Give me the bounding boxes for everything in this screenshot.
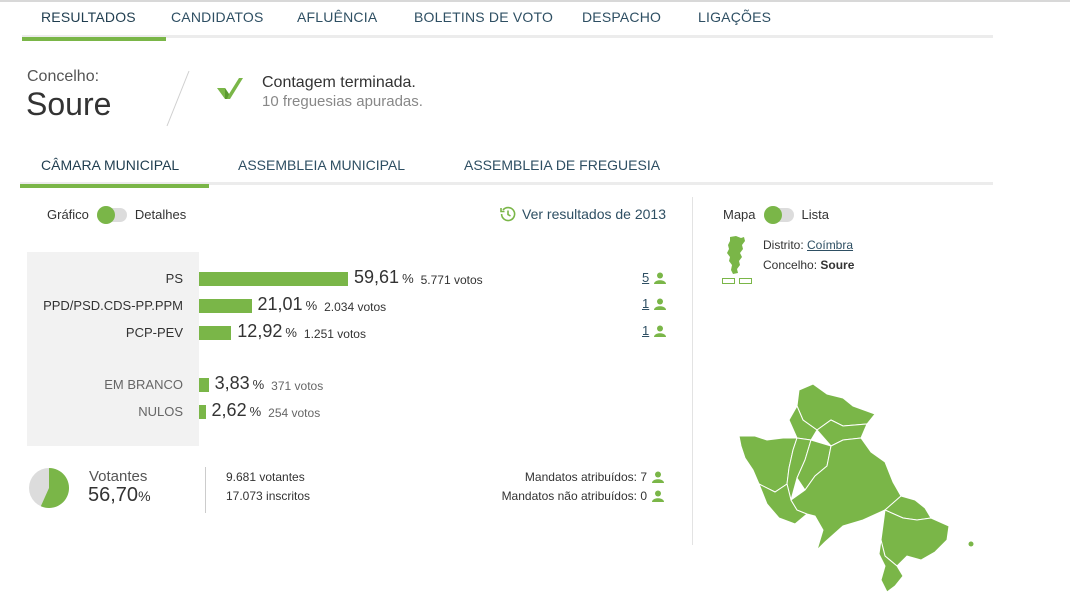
tab-despacho[interactable]: DESPACHO [582, 9, 662, 25]
concelho-label: Concelho: [27, 68, 100, 85]
mandates-ps[interactable]: 5 [642, 270, 667, 285]
top-border [0, 0, 1070, 2]
district-info: Distrito: Coímbra [763, 238, 853, 252]
map-toggle[interactable] [763, 205, 794, 224]
percent-symbol: % [138, 488, 151, 504]
result-bar-ppd-psd [199, 299, 252, 313]
result-bar-em-branco [199, 378, 209, 392]
toggle-knob [96, 205, 115, 224]
percent-value: 21,01 [257, 294, 303, 314]
concelho-info: Concelho: Soure [763, 258, 854, 272]
mandates-unattributed-label: Mandatos não atribuídos: 0 [501, 489, 647, 503]
toggle-label-mapa: Mapa [723, 207, 756, 222]
pie-turnout-slice [40, 468, 70, 508]
percent-pcp-pev: 12,92% [237, 321, 297, 342]
concelho-info-value: Soure [820, 258, 855, 272]
tab-ligacoes[interactable]: LIGAÇÕES [698, 9, 772, 25]
tab-candidatos[interactable]: CANDIDATOS [171, 9, 264, 25]
view-toggle[interactable] [96, 205, 127, 224]
tab-afluencia[interactable]: AFLUÊNCIA [297, 9, 378, 25]
votes-pcp-pev: 1.251 votos [303, 327, 366, 341]
votes-em-branco: 371 votos [271, 379, 324, 393]
turnout-divider [205, 467, 206, 513]
turnout-percent-value: 56,70 [88, 484, 139, 506]
mandates-unattributed: Mandatos não atribuídos: 0 [502, 489, 664, 503]
percent-value: 59,61 [354, 267, 400, 287]
concelho-info-label: Concelho: [763, 258, 818, 272]
percent-symbol: % [252, 377, 265, 392]
percent-symbol: % [402, 271, 414, 286]
district-label: Distrito: [763, 238, 804, 252]
person-icon [652, 471, 664, 483]
tab-resultados[interactable]: RESULTADOS [22, 4, 166, 41]
zoom-in-button[interactable] [739, 278, 752, 284]
previous-results-label: Ver resultados de 2013 [522, 206, 666, 222]
mandates-count: 1 [642, 296, 650, 311]
percent-em-branco: 3,83% [215, 373, 265, 394]
previous-results-link[interactable]: Ver resultados de 2013 [500, 206, 666, 222]
tab-boletins-de-voto[interactable]: BOLETINS DE VOTO [414, 9, 554, 25]
view-toggle-row: Gráfico Detalhes [47, 205, 187, 224]
percent-symbol: % [285, 325, 297, 340]
count-status: Contagem terminada. [262, 74, 416, 91]
turnout-pie [29, 468, 70, 508]
election-type-nav: CÂMARA MUNICIPAL ASSEMBLEIA MUNICIPAL AS… [19, 151, 993, 188]
top-nav: RESULTADOS CANDIDATOS AFLUÊNCIA BOLETINS… [22, 4, 993, 41]
result-bar-pcp-pev [199, 326, 232, 340]
turnout-percent: 56,70% [88, 484, 151, 507]
party-label-pcp-pev: PCP-PEV [125, 325, 183, 340]
percent-value: 12,92 [237, 321, 283, 341]
tab-assembleia-de-freguesia[interactable]: ASSEMBLEIA DE FREGUESIA [464, 157, 661, 173]
votes-ps: 5.771 votos [420, 273, 483, 287]
percent-value: 2,62 [211, 400, 247, 420]
percent-symbol: % [249, 404, 262, 419]
check-icon [217, 78, 243, 99]
percent-nulos: 2,62% [212, 400, 262, 421]
toggle-knob [763, 205, 782, 224]
toggle-label-detalhes: Detalhes [134, 207, 187, 222]
tab-camara-municipal[interactable]: CÂMARA MUNICIPAL [19, 151, 210, 188]
mandates-ppd-psd[interactable]: 1 [642, 296, 667, 311]
voters-count: 9.681 votantes [226, 470, 305, 484]
concelho-name: Soure [26, 86, 112, 122]
registered-count: 17.073 inscritos [226, 489, 311, 503]
turnout-label: Votantes [89, 468, 148, 485]
mandates-attributed-label: Mandatos atribuídos: 7 [524, 470, 647, 484]
mandates-count: 5 [642, 270, 650, 285]
percent-symbol: % [305, 298, 318, 313]
mandates-count: 1 [642, 323, 650, 338]
mandates-attributed: Mandatos atribuídos: 7 [525, 470, 664, 484]
tab-assembleia-municipal[interactable]: ASSEMBLEIA MUNICIPAL [238, 157, 406, 173]
toggle-label-grafico: Gráfico [47, 207, 89, 222]
municipality-map[interactable] [735, 380, 985, 595]
label-em-branco: EM BRANCO [104, 377, 183, 392]
map-toggle-row: Mapa Lista [723, 205, 829, 224]
result-bar-nulos [199, 405, 206, 419]
label-nulos: NULOS [138, 404, 183, 419]
percent-ppd-psd: 21,01% [258, 294, 318, 315]
party-label-ppd-psd: PPD/PSD.CDS-PP.PPM [43, 298, 183, 313]
result-bar-ps [199, 272, 349, 286]
header-divider [166, 70, 190, 127]
votes-nulos: 254 votos [268, 406, 321, 420]
zoom-out-button[interactable] [722, 278, 735, 284]
person-icon [652, 490, 664, 502]
percent-value: 3,83 [214, 373, 250, 393]
district-link[interactable]: Coímbra [807, 238, 854, 252]
clock-icon [500, 206, 516, 222]
results-labels-panel [27, 252, 199, 446]
percent-ps: 59,61% [354, 267, 414, 288]
person-icon [654, 272, 667, 284]
person-icon [654, 325, 667, 337]
portugal-map-icon [727, 236, 745, 274]
party-label-ps: PS [165, 271, 183, 286]
mandates-pcp-pev[interactable]: 1 [642, 323, 667, 338]
count-detail: 10 freguesias apuradas. [262, 93, 423, 110]
toggle-label-lista: Lista [801, 207, 829, 222]
person-icon [654, 298, 667, 310]
panel-divider [692, 197, 693, 545]
votes-ppd-psd: 2.034 votos [324, 300, 387, 314]
